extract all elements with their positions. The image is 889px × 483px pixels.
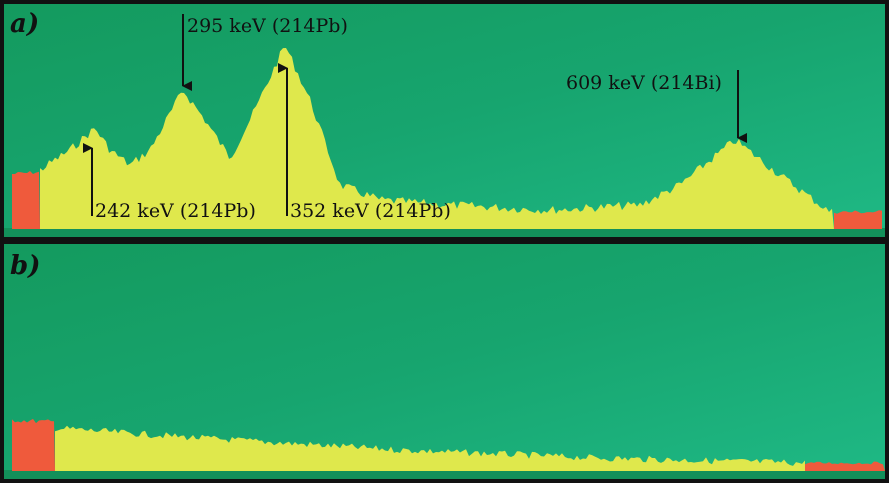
spectrum-segment <box>12 419 55 471</box>
page: a) b) 295 keV (214Pb) 242 keV (214Pb) 35… <box>0 0 889 483</box>
annotation: 295 keV (214Pb) <box>187 15 348 37</box>
panel-a-floor <box>4 228 885 237</box>
spectrum-segment <box>12 171 40 229</box>
figure: a) b) 295 keV (214Pb) 242 keV (214Pb) 35… <box>0 0 889 483</box>
panel-label: a) <box>10 9 39 39</box>
spectrum-segment <box>834 210 882 229</box>
panel-label: b) <box>10 251 40 281</box>
annotation: 609 keV (214Bi) <box>566 72 722 94</box>
annotation: 242 keV (214Pb) <box>95 200 256 222</box>
panel-b-floor <box>4 470 885 479</box>
annotation: 352 keV (214Pb) <box>290 200 451 222</box>
